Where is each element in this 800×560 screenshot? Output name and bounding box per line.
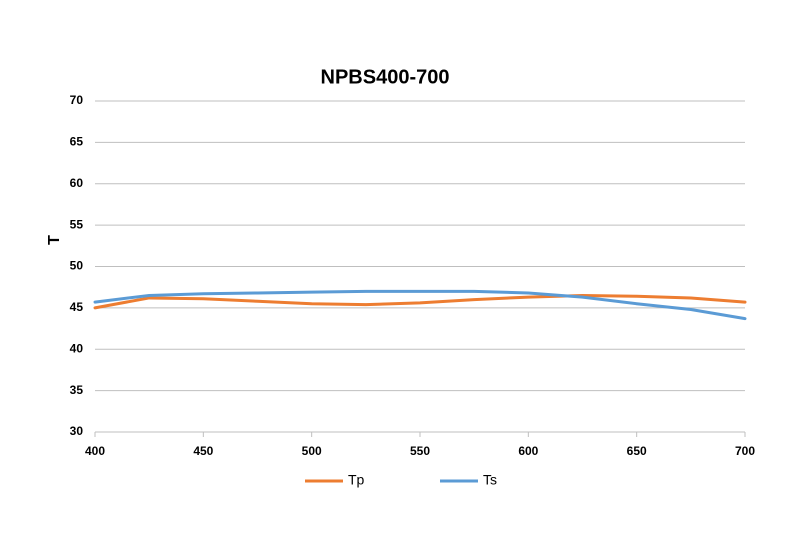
x-tick-label: 650 — [627, 444, 647, 458]
chart-title: NPBS400-700 — [321, 66, 450, 88]
x-tick-label: 700 — [735, 444, 755, 458]
y-tick-label: 35 — [70, 383, 84, 397]
y-tick-label: 50 — [70, 259, 84, 273]
y-tick-label: 70 — [70, 93, 84, 107]
x-tick-label: 450 — [193, 444, 213, 458]
legend-label: Tp — [348, 472, 365, 488]
x-tick-label: 500 — [302, 444, 322, 458]
legend-label: Ts — [483, 472, 497, 488]
y-tick-label: 30 — [70, 424, 84, 438]
y-tick-label: 45 — [70, 300, 84, 314]
y-tick-label: 55 — [70, 217, 84, 231]
y-tick-label: 40 — [70, 341, 84, 355]
x-tick-label: 600 — [518, 444, 538, 458]
x-tick-label: 400 — [85, 444, 105, 458]
y-axis-label: T — [46, 235, 63, 245]
y-tick-label: 65 — [70, 135, 84, 149]
series-line — [93, 293, 747, 310]
y-tick-label: 60 — [70, 176, 84, 190]
series-line — [93, 289, 747, 321]
x-tick-label: 550 — [410, 444, 430, 458]
